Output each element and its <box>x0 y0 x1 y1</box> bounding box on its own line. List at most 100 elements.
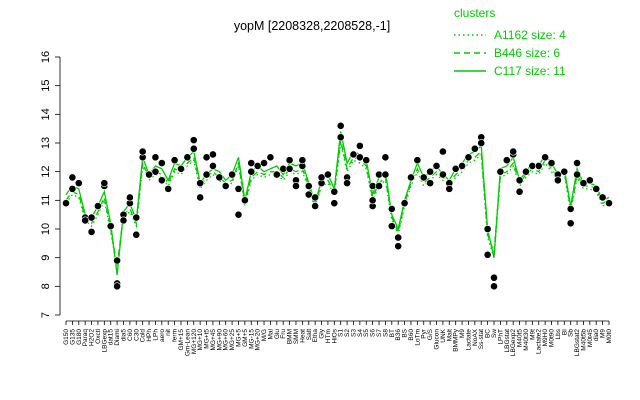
data-point <box>573 170 581 179</box>
x-tick-label: MG-15 <box>248 329 255 349</box>
data-point <box>189 144 198 153</box>
data-point <box>209 150 217 159</box>
x-tick-label: nit <box>165 329 172 336</box>
x-tick-label: Lactate2 <box>536 329 543 354</box>
x-tick-label: GM+15 <box>178 329 185 351</box>
data-point <box>68 173 77 182</box>
legend-entry-label: B446 size: 6 <box>494 46 560 60</box>
data-point <box>215 173 224 182</box>
x-tick-label: MG+60 <box>223 329 230 351</box>
data-point <box>81 216 90 225</box>
data-point <box>189 136 198 145</box>
data-point <box>100 179 109 188</box>
x-tick-label: B36 <box>395 329 402 341</box>
data-point <box>400 199 409 208</box>
data-point <box>234 184 243 193</box>
data-point <box>534 162 543 170</box>
data-point <box>285 156 294 165</box>
data-point <box>113 256 122 265</box>
data-point <box>311 193 320 202</box>
data-point <box>119 216 128 225</box>
x-tick-label: MG+20 <box>255 329 262 351</box>
x-tick-label: S8 <box>382 329 389 337</box>
x-tick-label: MG+120 <box>191 329 198 354</box>
data-point <box>439 147 447 156</box>
x-tick-label: BMM <box>287 329 294 344</box>
data-point <box>349 150 358 159</box>
x-tick-label: BT <box>389 329 396 337</box>
data-point <box>157 176 166 185</box>
x-tick-label: LBGstat2 <box>574 329 581 356</box>
data-point <box>547 159 556 167</box>
x-tick-label: Etha <box>312 329 319 343</box>
data-point <box>598 193 607 202</box>
data-point <box>515 176 524 185</box>
data-point <box>394 242 403 251</box>
data-point <box>87 227 96 236</box>
data-point <box>330 187 339 196</box>
data-point <box>145 170 153 179</box>
x-tick-label: S4 <box>357 329 364 337</box>
x-tick-label: Paraq <box>82 329 89 347</box>
x-tick-label: M0t90 <box>549 329 556 347</box>
x-tick-label: Sb <box>568 329 575 337</box>
x-tick-label: LBGexp2 <box>510 329 517 356</box>
data-point <box>592 184 601 193</box>
y-axis: 7 8 9 10 11 12 13 14 15 16 <box>40 51 61 318</box>
data-point <box>68 184 77 193</box>
x-tick-label: H2O2 <box>89 329 96 346</box>
y-tick-label: 13 <box>40 137 52 149</box>
data-point <box>368 196 377 205</box>
legend-entries: A1162 size: 4 B446 size: 6 C117 size: 11 <box>454 28 566 78</box>
data-point <box>419 173 428 182</box>
data-point <box>566 219 575 228</box>
data-point <box>330 199 339 208</box>
x-tick-label: S6 <box>370 329 377 337</box>
y-tick-label: 9 <box>40 255 52 261</box>
data-point <box>553 176 562 185</box>
data-point <box>196 193 205 202</box>
data-point <box>387 205 396 213</box>
x-tick-label: MG+5 <box>235 329 242 347</box>
data-point <box>94 202 102 210</box>
data-point <box>132 230 141 239</box>
x-tick-label: dat15 <box>108 329 115 346</box>
y-tick-label: 11 <box>40 195 52 206</box>
data-point <box>490 282 498 291</box>
x-tick-label: Diami <box>114 329 121 346</box>
x-tick-label: LPh <box>152 329 159 341</box>
data-point <box>375 182 383 190</box>
x-tick-label: BMMPy <box>453 328 460 352</box>
data-point <box>432 162 441 170</box>
data-point <box>151 153 160 162</box>
data-point <box>343 179 351 188</box>
data-point <box>266 153 275 162</box>
data-point <box>247 167 256 176</box>
x-tick-label: Fru <box>280 329 287 339</box>
data-point <box>202 170 211 179</box>
data-point <box>470 144 479 153</box>
x-tick-label: M9H0 <box>542 329 549 347</box>
y-tick-label: 12 <box>40 166 52 178</box>
y-tick-label: 14 <box>40 108 52 120</box>
data-point <box>509 147 518 156</box>
y-tick-label: 15 <box>40 80 52 92</box>
x-tick-label: S1 <box>338 329 345 337</box>
legend: clusters A1162 size: 4 B446 size: 6 C117 s… <box>454 6 566 78</box>
data-point <box>138 147 147 156</box>
data-point <box>240 196 249 205</box>
y-tick-label: 7 <box>40 312 52 318</box>
x-tick-label: LoTm <box>414 329 421 346</box>
data-point <box>605 199 613 208</box>
data-point <box>426 167 435 176</box>
x-axis: G150 G135 G180 Paraq H2O2 Oxctl LBGexp dat15 Dia… <box>63 320 613 356</box>
x-tick-label: M9 <box>600 329 607 338</box>
x-tick-label: M0t45 <box>587 329 594 347</box>
data-point <box>157 159 166 167</box>
x-tick-label: Glu <box>274 329 281 340</box>
x-tick-label: C60 <box>127 329 134 341</box>
x-tick-label: S7 <box>376 329 383 337</box>
x-tick-label: MG+10 <box>197 329 204 351</box>
data-point <box>324 170 332 179</box>
